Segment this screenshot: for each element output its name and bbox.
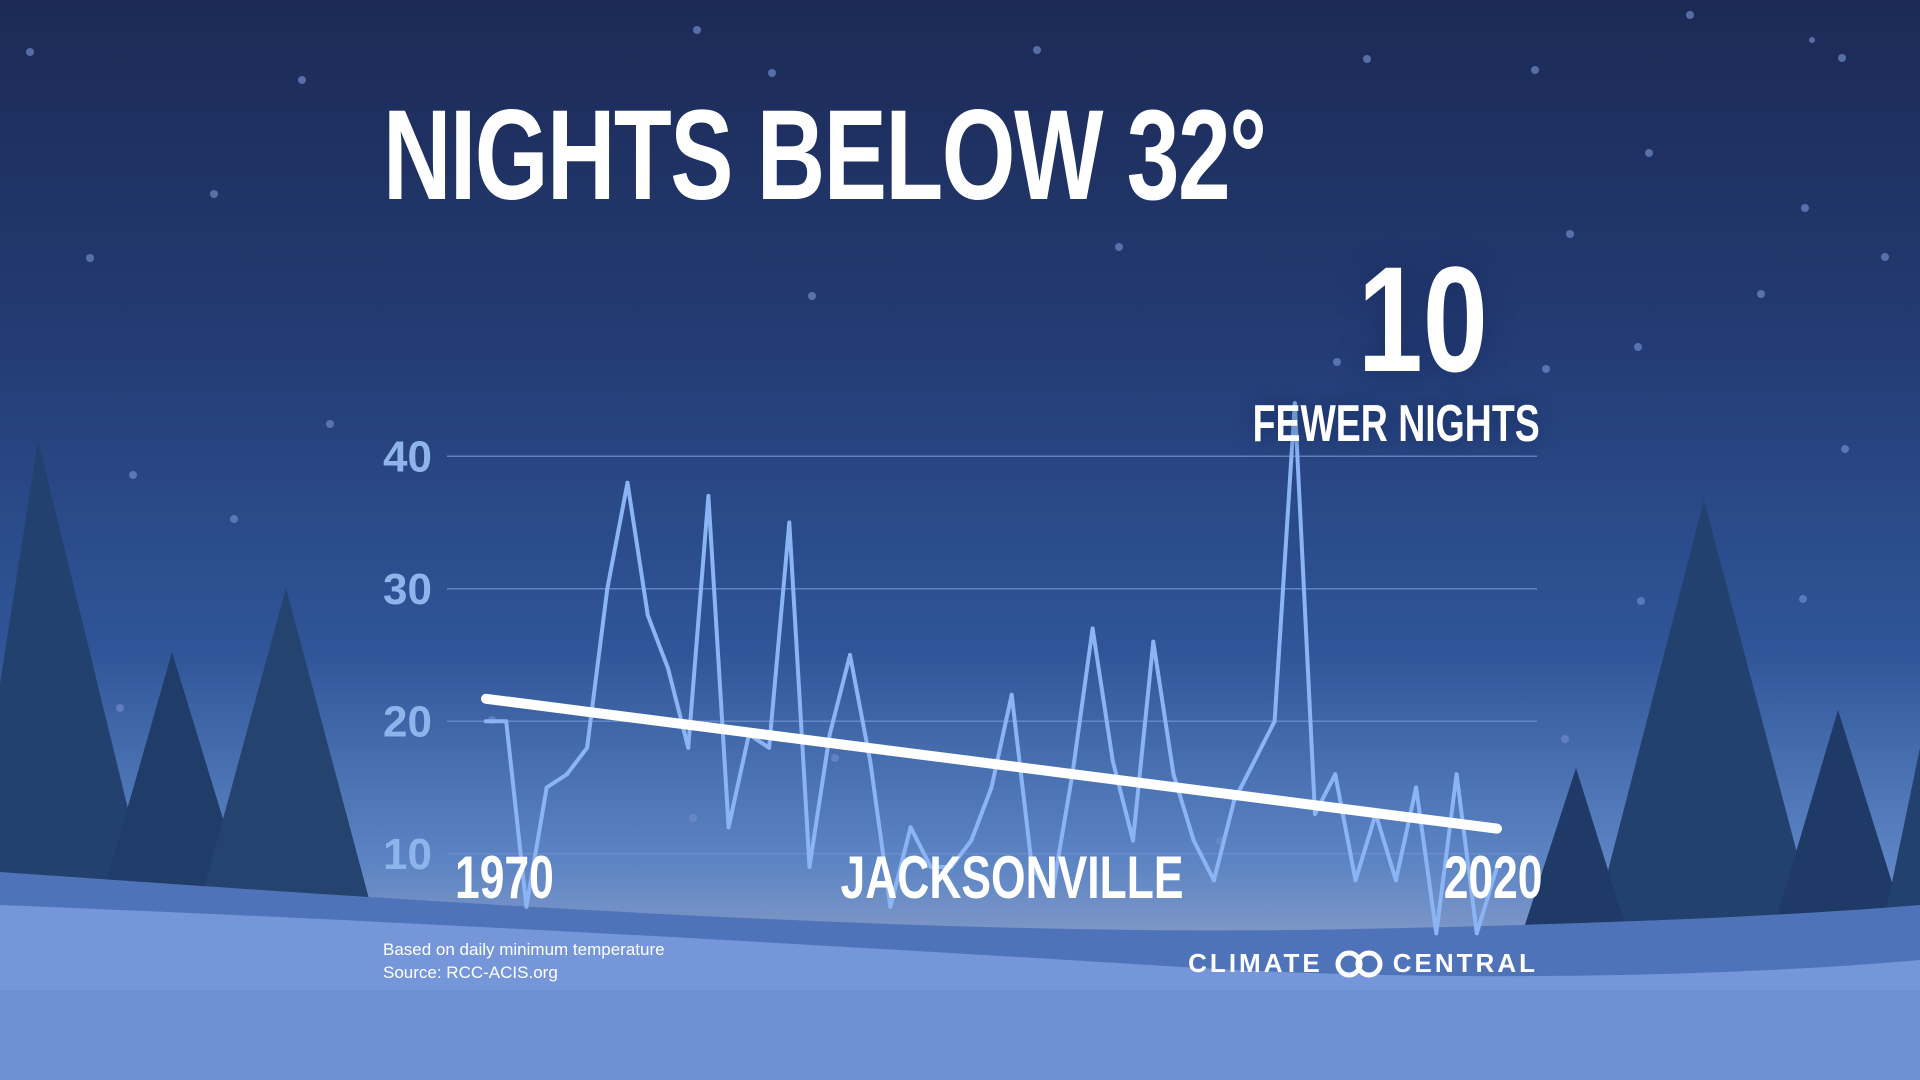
x-axis-tick-label-start: 1970 xyxy=(455,844,554,911)
data-point-1975 xyxy=(585,745,590,750)
data-point-2012 xyxy=(1333,772,1338,777)
data-point-1993 xyxy=(949,865,954,870)
data-point-1989 xyxy=(868,759,873,764)
data-point-1977 xyxy=(625,480,630,485)
data-point-1996 xyxy=(1009,692,1014,697)
callout-number: 10 xyxy=(1357,235,1488,403)
y-tick-label-40: 40 xyxy=(383,432,432,481)
data-point-1979 xyxy=(665,666,670,671)
data-point-1976 xyxy=(605,586,610,591)
stars xyxy=(26,11,1889,845)
y-axis-tick-labels: 10 20 30 40 xyxy=(383,432,432,879)
data-point-1970 xyxy=(484,719,488,724)
logo-text-right: CENTRAL xyxy=(1392,948,1538,978)
x-axis-tick-label-end: 2020 xyxy=(1443,844,1542,911)
data-point-1990 xyxy=(888,904,893,909)
data-point-1992 xyxy=(928,865,933,870)
data-point-2008 xyxy=(1252,759,1257,764)
data-point-1994 xyxy=(969,838,974,843)
data-point-2019 xyxy=(1474,931,1479,936)
data-point-2020 xyxy=(1495,865,1499,870)
chart-title: NIGHTS BELOW 32° xyxy=(383,84,1267,227)
data-point-1974 xyxy=(564,772,569,777)
pine-trees xyxy=(0,440,1920,940)
data-point-1995 xyxy=(989,785,994,790)
data-point-2005 xyxy=(1191,838,1196,843)
data-point-2018 xyxy=(1454,772,1459,777)
data-point-1978 xyxy=(645,613,650,618)
data-point-2004 xyxy=(1171,772,1176,777)
y-tick-label-10: 10 xyxy=(383,830,432,879)
y-tick-label-30: 30 xyxy=(383,565,432,614)
data-point-1997 xyxy=(1029,865,1034,870)
data-point-1998 xyxy=(1050,891,1055,896)
data-point-1991 xyxy=(908,825,913,830)
data-point-2009 xyxy=(1272,719,1277,724)
trend-line xyxy=(481,693,1502,834)
data-point-2015 xyxy=(1393,878,1398,883)
data-point-1985 xyxy=(787,520,792,525)
footnote: Based on daily minimum temperature Sourc… xyxy=(383,938,665,984)
front-hill xyxy=(0,905,1920,1080)
data-point-2000 xyxy=(1090,626,1095,631)
data-point-2017 xyxy=(1434,931,1439,936)
ground-shade xyxy=(0,990,1920,1080)
data-point-1981 xyxy=(706,494,711,499)
data-point-1971 xyxy=(504,719,509,724)
data-point-1980 xyxy=(686,745,691,750)
footnote-method: Based on daily minimum temperature xyxy=(383,940,665,959)
y-tick-label-20: 20 xyxy=(383,697,432,746)
data-point-1982 xyxy=(726,825,731,830)
climate-central-logo: CLIMATE CENTRAL xyxy=(1188,948,1538,979)
data-point-1984 xyxy=(767,745,772,750)
data-point-1986 xyxy=(807,865,812,870)
data-point-2016 xyxy=(1414,785,1419,790)
data-point-2002 xyxy=(1131,838,1136,843)
data-point-1972 xyxy=(524,904,529,909)
data-point-2013 xyxy=(1353,878,1358,883)
series-points xyxy=(484,401,1499,936)
gridlines xyxy=(447,455,1537,855)
callout-label: FEWER NIGHTS xyxy=(1252,395,1540,453)
data-point-2003 xyxy=(1151,639,1156,644)
data-point-2011 xyxy=(1313,812,1318,817)
two-circles-logo-icon xyxy=(1335,950,1383,977)
data-point-2001 xyxy=(1110,759,1115,764)
data-point-2006 xyxy=(1211,878,1216,883)
location-label: JACKSONVILLE xyxy=(840,844,1184,911)
data-point-1988 xyxy=(847,653,852,658)
data-point-1973 xyxy=(544,785,549,790)
data-point-1987 xyxy=(827,732,832,737)
footnote-source: Source: RCC-ACIS.org xyxy=(383,963,558,982)
logo-text-left: CLIMATE xyxy=(1188,948,1323,978)
data-point-2010 xyxy=(1292,401,1297,406)
